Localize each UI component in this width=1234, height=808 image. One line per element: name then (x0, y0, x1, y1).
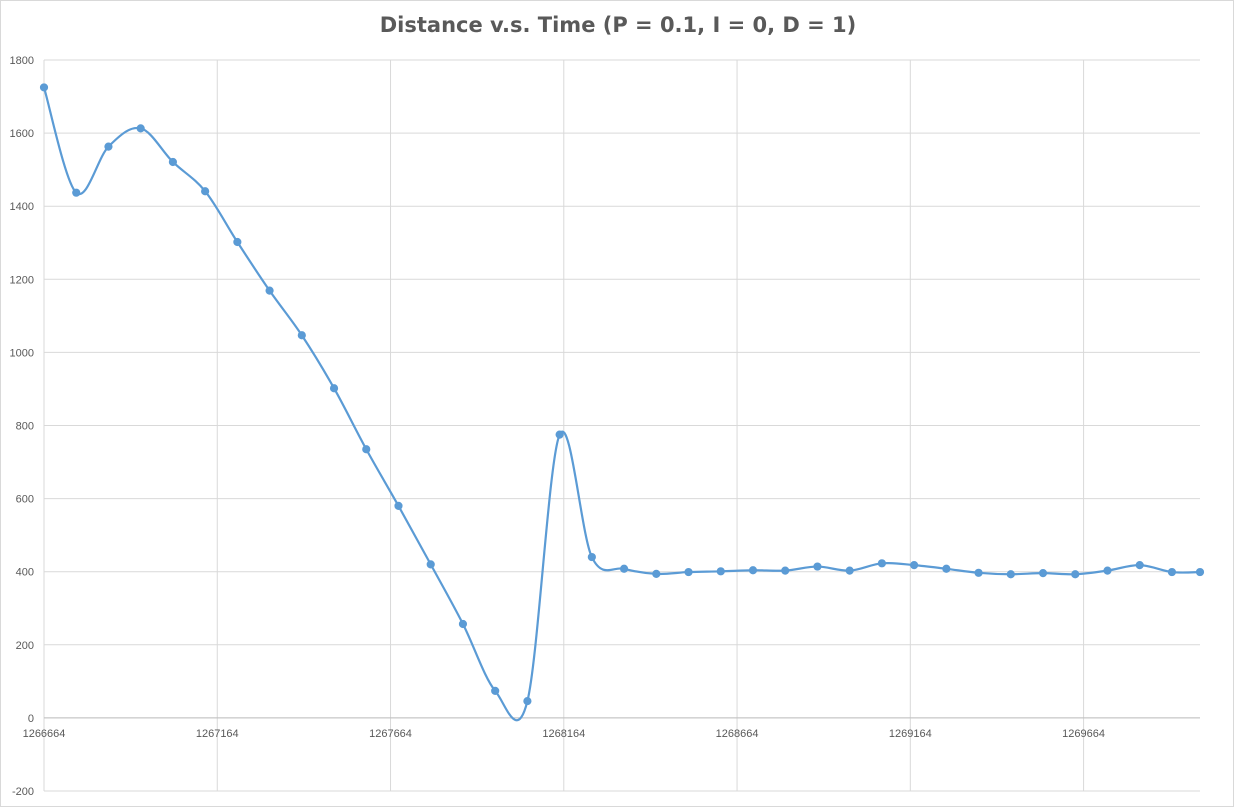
x-tick-label: 1267164 (196, 728, 239, 740)
data-point (716, 567, 725, 576)
data-point (974, 568, 983, 577)
data-point (136, 124, 145, 133)
y-tick-label: 1600 (10, 128, 34, 140)
data-point (168, 157, 178, 167)
y-tick-label: 600 (16, 494, 34, 506)
y-tick-label: 1000 (10, 347, 34, 359)
data-point (458, 619, 468, 629)
data-point (845, 566, 854, 575)
data-point (39, 83, 49, 92)
y-tick-label: 200 (16, 640, 34, 652)
data-point (910, 561, 919, 570)
data-point (942, 564, 951, 573)
data-point (1135, 561, 1144, 570)
data-point (233, 237, 242, 247)
data-point (1006, 570, 1015, 579)
data-point (394, 501, 403, 511)
data-point (684, 567, 693, 577)
y-tick-label: 800 (16, 421, 34, 433)
data-point (1038, 569, 1048, 578)
x-tick-label: 1266664 (23, 728, 66, 740)
x-tick-label: 1268164 (542, 728, 585, 740)
data-point (587, 552, 596, 562)
data-point (265, 286, 274, 295)
data-point (1103, 566, 1112, 575)
chart-title: Distance v.s. Time (P = 0.1, I = 0, D = … (379, 13, 857, 37)
y-tick-label: 0 (28, 713, 34, 725)
y-tick-label: 1800 (10, 55, 34, 67)
data-point (652, 569, 661, 578)
data-point (329, 384, 339, 393)
y-tick-label: 1400 (10, 201, 34, 213)
x-tick-label: 1267664 (369, 728, 412, 740)
data-point (619, 564, 629, 573)
tick-labels: -200 0 200 400 600 800 1000 1200 1400 1600 1800 126… (10, 55, 1105, 798)
data-point (491, 686, 500, 695)
data-point (555, 430, 564, 439)
data-point (1167, 567, 1177, 577)
x-tick-label: 1268664 (716, 728, 759, 740)
series-layer (39, 83, 1205, 722)
data-point (104, 142, 113, 151)
data-point (877, 559, 886, 568)
gridlines (44, 59, 1200, 792)
data-point (813, 562, 822, 571)
data-point (523, 696, 532, 706)
data-point (781, 566, 790, 575)
x-tick-label: 1269664 (1062, 728, 1105, 740)
data-point (362, 445, 371, 454)
data-point (748, 566, 758, 575)
data-point (1071, 570, 1080, 579)
data-point (297, 331, 306, 340)
data-point (1195, 567, 1205, 577)
data-point (201, 187, 210, 196)
data-point (426, 560, 435, 569)
y-tick-label: -200 (12, 786, 34, 798)
y-tick-label: 1200 (10, 274, 34, 286)
data-point (72, 188, 81, 197)
y-tick-label: 400 (16, 567, 34, 579)
axes (43, 60, 1200, 791)
x-tick-label: 1269164 (889, 728, 932, 740)
